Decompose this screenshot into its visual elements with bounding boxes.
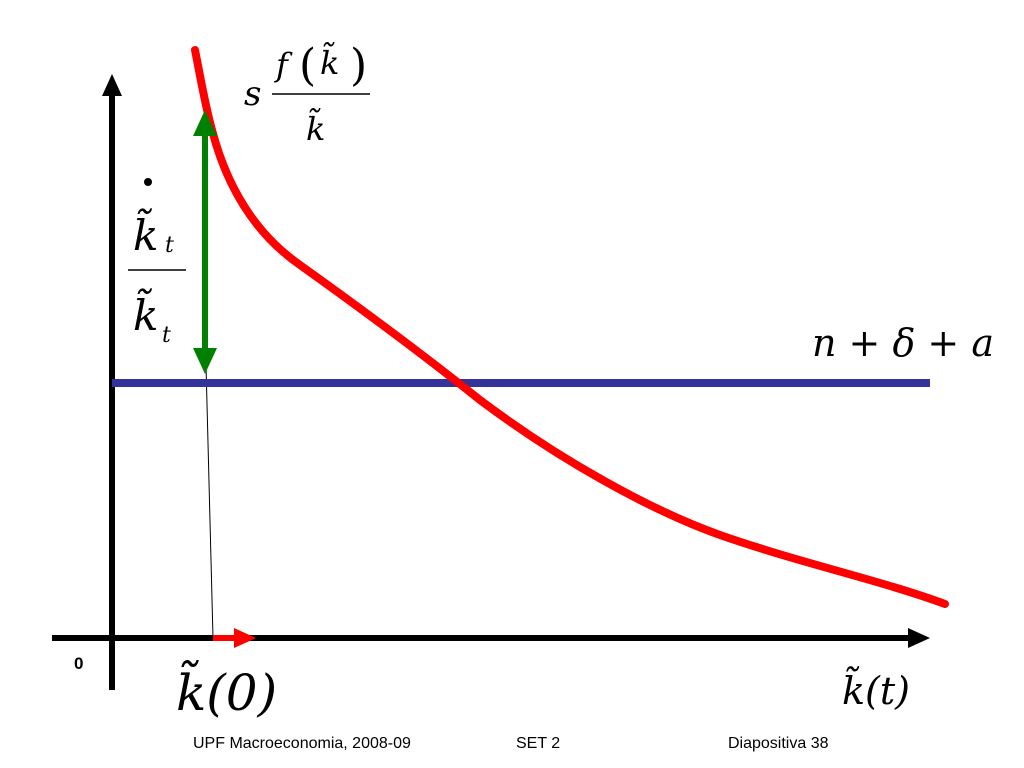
x-axis-arrowhead — [908, 628, 930, 648]
k0-label: k̃(0) — [176, 660, 277, 722]
curve-label-arg: k̃ — [320, 43, 339, 82]
footer-set: SET 2 — [516, 735, 561, 752]
line-label: n + δ + a — [812, 321, 994, 365]
curve-label: s f ( k̃ ) k̃ — [244, 40, 370, 148]
growth-rate-label: k̃ t k̃ t — [128, 178, 186, 348]
growth-label-numerator: k̃ — [133, 207, 158, 260]
curve-label-denominator: k̃ — [306, 109, 325, 148]
growth-label-numerator-sub: t — [165, 233, 174, 258]
capital-shift-arrowhead — [234, 628, 256, 648]
x-axis-label: k̃(t) — [842, 666, 910, 713]
growth-label-denominator-sub: t — [162, 323, 171, 348]
curve-label-paren-close: ) — [350, 40, 367, 91]
y-axis-arrowhead — [102, 74, 122, 96]
growth-rate-arrowhead-bottom — [193, 348, 217, 374]
growth-rate-arrowhead-top — [193, 110, 217, 136]
k0-connector-line — [205, 364, 214, 639]
time-derivative-dot — [144, 178, 152, 186]
footer-slide-number: Diapositiva 38 — [728, 735, 829, 752]
curve-label-numerator: f — [274, 46, 293, 84]
curve-label-coef: s — [244, 74, 261, 114]
curve-label-paren-open: ( — [299, 40, 316, 91]
footer-course: UPF Macroeconomia, 2008-09 — [193, 735, 411, 752]
savings-curve — [191, 46, 949, 608]
origin-label: 0 — [74, 654, 84, 673]
growth-label-denominator: k̃ — [133, 287, 158, 340]
